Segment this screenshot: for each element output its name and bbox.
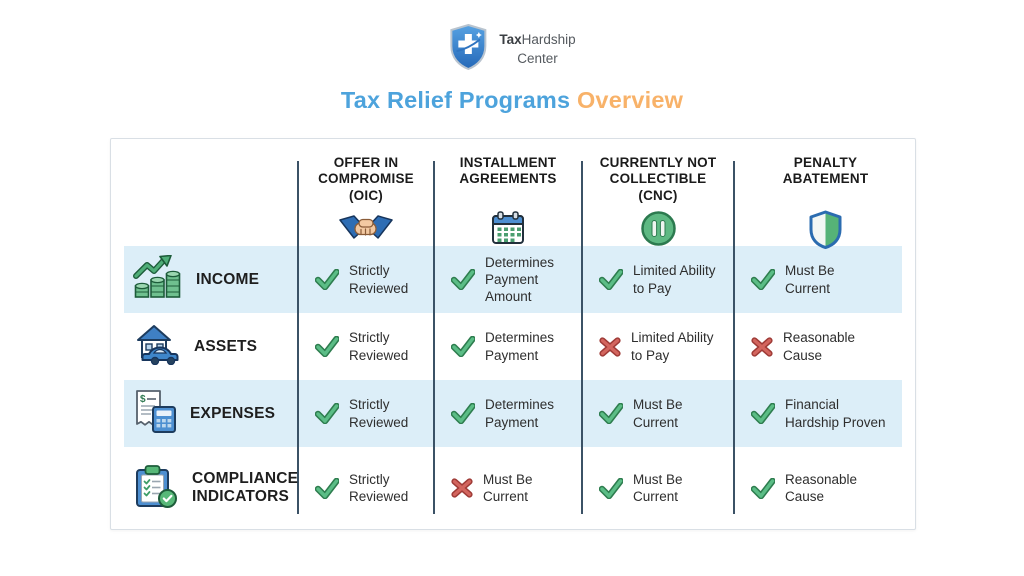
check-icon <box>451 403 475 424</box>
check-icon <box>315 478 339 499</box>
brand-part-regular: Hardship <box>521 32 576 48</box>
check-icon <box>315 403 339 424</box>
check-icon <box>599 269 623 290</box>
cell-income-cnc: Limited Ability to Pay <box>582 246 734 313</box>
check-icon <box>315 269 339 290</box>
row-header-assets: ASSETS <box>111 313 298 380</box>
tax-relief-comparison-table: OFFER IN COMPROMISE (OIC) INSTALLMENT AG… <box>110 138 916 530</box>
check-icon <box>599 478 623 499</box>
column-divider <box>433 161 435 514</box>
column-header-cnc: CURRENTLY NOT COLLECTIBLE (CNC) <box>582 139 734 246</box>
check-icon <box>751 403 775 424</box>
column-divider <box>297 161 299 514</box>
column-header-installment: INSTALLMENT AGREEMENTS <box>434 139 582 246</box>
check-icon <box>451 336 475 357</box>
column-divider <box>581 161 583 514</box>
corner-cell <box>111 139 298 246</box>
column-header-penalty: PENALTY ABATEMENT <box>734 139 917 249</box>
table-grid: OFFER IN COMPROMISE (OIC) INSTALLMENT AG… <box>111 139 915 529</box>
cell-compliance-penalty: Reasonable Cause <box>734 447 917 529</box>
cell-assets-oic: Strictly Reviewed <box>298 313 434 380</box>
brand-logo: TaxHardship Center <box>448 23 576 75</box>
shield-plus-logo-icon <box>448 23 488 75</box>
page-title: Tax Relief Programs Overview <box>0 87 1024 114</box>
page-title-main: Tax Relief Programs <box>340 87 571 113</box>
house-car-icon <box>133 323 181 370</box>
svg-text:$: $ <box>140 394 146 405</box>
cell-compliance-oic: Strictly Reviewed <box>298 447 434 529</box>
cell-compliance-installment: Must Be Current <box>434 447 582 529</box>
income-growth-icon <box>133 254 183 304</box>
row-header-income: INCOME <box>111 246 298 313</box>
check-icon <box>751 478 775 499</box>
check-icon <box>751 269 775 290</box>
cell-expenses-cnc: Must Be Current <box>582 380 734 447</box>
calendar-icon <box>490 210 526 246</box>
column-divider <box>733 161 735 514</box>
cell-expenses-oic: Strictly Reviewed <box>298 380 434 447</box>
cell-assets-installment: Determines Payment <box>434 313 582 380</box>
brand-part-center: Center <box>517 50 558 66</box>
cell-compliance-cnc: Must Be Current <box>582 447 734 529</box>
pause-icon <box>640 210 677 247</box>
check-icon <box>315 336 339 357</box>
row-band-income <box>124 246 902 313</box>
cell-expenses-installment: Determines Payment <box>434 380 582 447</box>
x-icon <box>451 478 473 498</box>
column-header-oic: OFFER IN COMPROMISE (OIC) <box>298 139 434 246</box>
brand-part-bold: Tax <box>499 32 522 48</box>
row-header-compliance: COMPLIANCE INDICATORS <box>111 447 298 529</box>
cell-expenses-penalty: Financial Hardship Proven <box>734 380 917 447</box>
cell-income-penalty: Must Be Current <box>734 246 917 313</box>
x-icon <box>599 337 621 357</box>
clipboard-check-icon <box>133 464 179 513</box>
x-icon <box>751 337 773 357</box>
check-icon <box>451 269 475 290</box>
row-header-expenses: $ EXPENSES <box>111 380 298 447</box>
check-icon <box>599 403 623 424</box>
cell-income-installment: Determines Payment Amount <box>434 246 582 313</box>
receipt-calculator-icon: $ <box>133 389 177 438</box>
page-title-highlight: Overview <box>576 87 684 113</box>
shield-icon <box>809 210 842 249</box>
cell-assets-cnc: Limited Ability to Pay <box>582 313 734 380</box>
cell-income-oic: Strictly Reviewed <box>298 246 434 313</box>
brand-name: TaxHardship Center <box>499 31 575 67</box>
row-band-expenses <box>124 380 902 447</box>
cell-assets-penalty: Reasonable Cause <box>734 313 917 380</box>
handshake-icon <box>339 210 393 246</box>
